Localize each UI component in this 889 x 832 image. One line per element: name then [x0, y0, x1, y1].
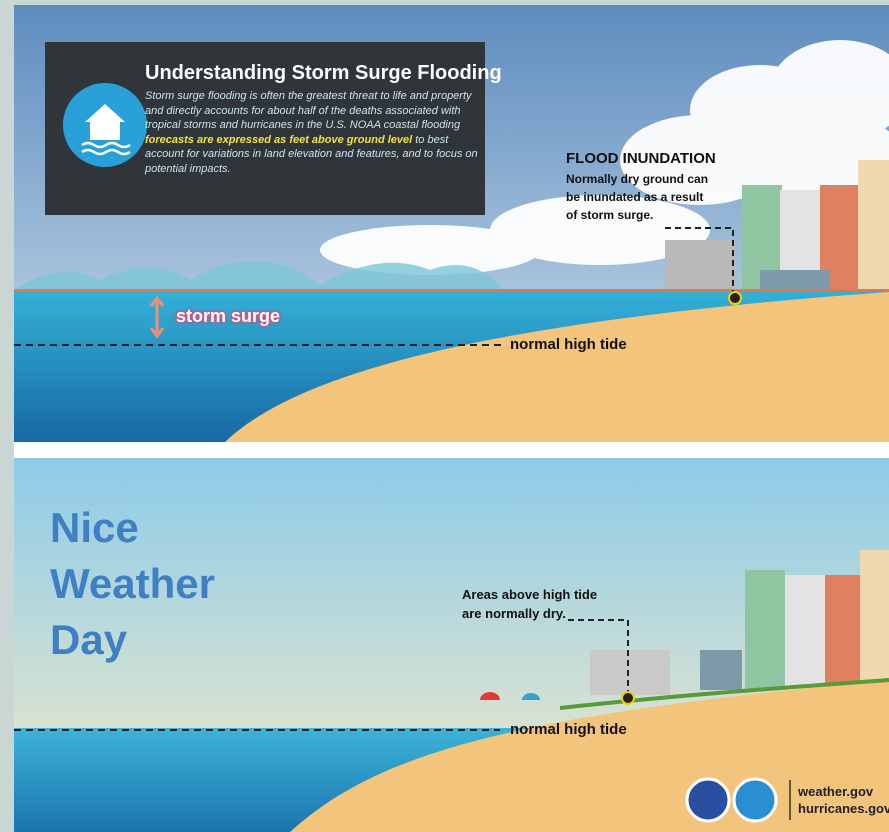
body-text: Storm surge flooding is often the greate…: [145, 90, 472, 131]
footer-links: weather.gov hurricanes.gov: [798, 783, 889, 817]
nws-logo: [687, 779, 729, 821]
title-line: Weather: [50, 556, 215, 612]
callout-line-text: Normally dry ground can: [566, 170, 708, 188]
link[interactable]: hurricanes.gov: [798, 800, 889, 817]
callout-heading: FLOOD INUNDATION: [566, 150, 716, 167]
tide-label: normal high tide: [510, 336, 627, 353]
callout-dot: [622, 692, 634, 704]
link[interactable]: weather.gov: [798, 783, 889, 800]
callout-line-text: of storm surge.: [566, 206, 708, 224]
callout-dot: [729, 292, 741, 304]
title: Understanding Storm Surge Flooding: [145, 62, 502, 85]
callout-line-text: Areas above high tide: [462, 585, 597, 604]
title-line: Nice: [50, 500, 215, 556]
noaa-logo: [734, 779, 776, 821]
infographic: Understanding Storm Surge Flooding Storm…: [0, 0, 889, 832]
nice-title: Nice Weather Day: [50, 500, 215, 668]
callout-text: Normally dry ground can be inundated as …: [566, 170, 708, 224]
title-line: Day: [50, 612, 215, 668]
tide-label: normal high tide: [510, 721, 627, 738]
divider: [14, 442, 889, 458]
callout-line-text: be inundated as a result: [566, 188, 708, 206]
body-highlight: forecasts are expressed as feet above gr…: [145, 134, 412, 146]
callout-text: Areas above high tide are normally dry.: [462, 585, 597, 623]
surge-label: storm surge: [176, 306, 280, 327]
callout-line-text: are normally dry.: [462, 604, 597, 623]
body: Storm surge flooding is often the greate…: [145, 89, 480, 176]
